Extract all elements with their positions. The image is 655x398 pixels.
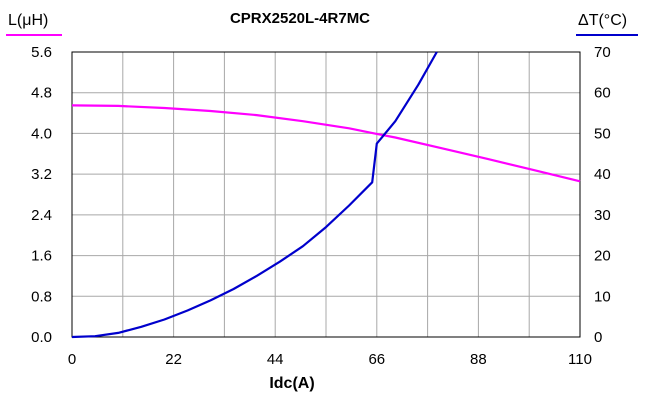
x-tick-label: 22 — [165, 351, 182, 368]
tick-labels: 0 22 44 66 88 110 0.0 0.8 1.6 2.4 3.2 4.0 4.8 5.6 0 10 2… — [31, 44, 611, 368]
x-tick-label: 110 — [568, 351, 592, 368]
y-left-tick-label: 0.0 — [31, 329, 52, 346]
y-left-tick-label: 0.8 — [31, 288, 52, 305]
y-left-tick-label: 2.4 — [31, 207, 52, 224]
grid — [72, 52, 580, 337]
series-line-inductance — [71, 104, 581, 183]
x-tick-label: 66 — [368, 351, 385, 368]
x-axis-label: Idc(A) — [269, 375, 314, 392]
y-left-tick-label: 1.6 — [31, 248, 52, 265]
x-tick-label: 44 — [267, 351, 284, 368]
y-right-tick-label: 10 — [594, 288, 611, 305]
y-left-axis-label: L(μH) — [8, 12, 48, 29]
y-right-tick-label: 30 — [594, 207, 611, 224]
y-right-tick-label: 20 — [594, 248, 611, 265]
y-left-tick-label: 3.2 — [31, 166, 52, 183]
y-left-tick-label: 4.8 — [31, 85, 52, 102]
y-right-tick-label: 0 — [594, 329, 602, 346]
series-lines — [71, 51, 581, 339]
y-right-tick-label: 40 — [594, 166, 611, 183]
x-tick-label: 0 — [68, 351, 76, 368]
series-line-temperature — [71, 51, 438, 339]
chart-title: CPRX2520L-4R7MC — [230, 10, 370, 27]
y-right-tick-label: 70 — [594, 44, 611, 61]
y-left-tick-label: 4.0 — [31, 125, 52, 142]
plot-border — [71, 51, 581, 338]
y-right-tick-label: 50 — [594, 125, 611, 142]
y-right-axis-label: ΔT(°C) — [578, 12, 627, 29]
y-left-tick-label: 5.6 — [31, 44, 52, 61]
y-right-tick-label: 60 — [594, 85, 611, 102]
x-tick-label: 88 — [470, 351, 487, 368]
